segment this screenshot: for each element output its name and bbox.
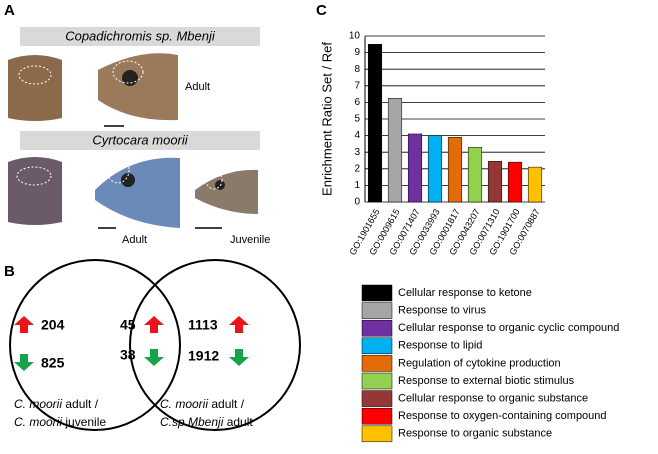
panel-label: A xyxy=(4,2,15,19)
y-axis-label: Enrichment Ratio Set / Ref xyxy=(319,42,334,196)
arrows xyxy=(14,316,249,371)
legend-label: Cellular response to organic substance xyxy=(398,393,588,405)
legend-swatch xyxy=(361,284,393,302)
legend-label: Cellular response to organic cyclic comp… xyxy=(398,322,619,334)
legend-swatch xyxy=(361,390,393,407)
bar xyxy=(427,135,443,203)
venn-count: 1912 xyxy=(188,348,219,364)
legend-swatch xyxy=(361,319,393,337)
species-name: Cyrtocara moorii xyxy=(92,132,188,147)
y-tick-label: 3 xyxy=(354,147,360,158)
legend-swatch xyxy=(361,355,393,372)
legend-label: Cellular response to ketone xyxy=(398,287,532,299)
bar xyxy=(367,44,383,203)
bar xyxy=(527,166,543,203)
legend-swatch xyxy=(361,407,393,425)
banner xyxy=(20,27,260,46)
bar xyxy=(507,161,523,203)
legend-label: Regulation of cytokine production xyxy=(398,357,561,369)
legend-label: Response to virus xyxy=(398,305,487,317)
banner xyxy=(20,131,260,150)
y-tick-label: 2 xyxy=(354,163,360,174)
legend-label: Response to external biotic stimulus xyxy=(398,375,575,387)
y-tick-label: 8 xyxy=(354,64,360,75)
caption: C. moorii adult / xyxy=(160,397,245,411)
y-tick-label: 6 xyxy=(354,97,360,108)
venn-count: 1113 xyxy=(188,317,218,333)
venn-count: 204 xyxy=(41,317,65,333)
y-tick-label: 7 xyxy=(354,80,360,91)
bar xyxy=(387,98,403,203)
bar xyxy=(487,161,503,203)
species-name: Copadichromis sp. Mbenji xyxy=(65,28,216,43)
y-tick-label: 10 xyxy=(349,31,361,42)
venn-circle xyxy=(129,259,301,431)
caption: C. moorii adult / xyxy=(14,397,99,411)
panel-label: C xyxy=(316,2,327,19)
legend-label: Response to oxygen-containing compound xyxy=(398,410,607,422)
fish-photo xyxy=(8,156,258,229)
y-tick-label: 1 xyxy=(354,180,360,191)
venn-count: 825 xyxy=(41,355,65,371)
bar xyxy=(467,146,483,203)
y-tick-label: 5 xyxy=(354,114,360,125)
stage-label: Adult xyxy=(185,81,210,93)
legend-swatch xyxy=(361,302,393,319)
legend-swatch xyxy=(361,372,393,390)
legend-label: Response to organic substance xyxy=(398,428,552,440)
bar xyxy=(447,137,463,203)
fish-photo xyxy=(8,53,178,127)
venn-count: 38 xyxy=(120,347,136,363)
stage-label: Juvenile xyxy=(230,234,270,246)
legend-swatch xyxy=(361,425,393,443)
legend-label: Response to lipid xyxy=(398,340,482,352)
venn-circle xyxy=(9,259,181,431)
stage-label: Adult xyxy=(122,234,147,246)
y-tick-label: 0 xyxy=(354,197,360,208)
legend-swatch xyxy=(361,337,393,355)
venn-count: 45 xyxy=(120,317,136,333)
caption: C.sp Mbenji adult xyxy=(160,415,253,429)
caption: C. moorii juvenile xyxy=(14,415,106,429)
panel-label: B xyxy=(4,263,15,280)
bar xyxy=(407,133,423,203)
y-tick-label: 9 xyxy=(354,47,360,58)
y-tick-label: 4 xyxy=(354,130,360,141)
